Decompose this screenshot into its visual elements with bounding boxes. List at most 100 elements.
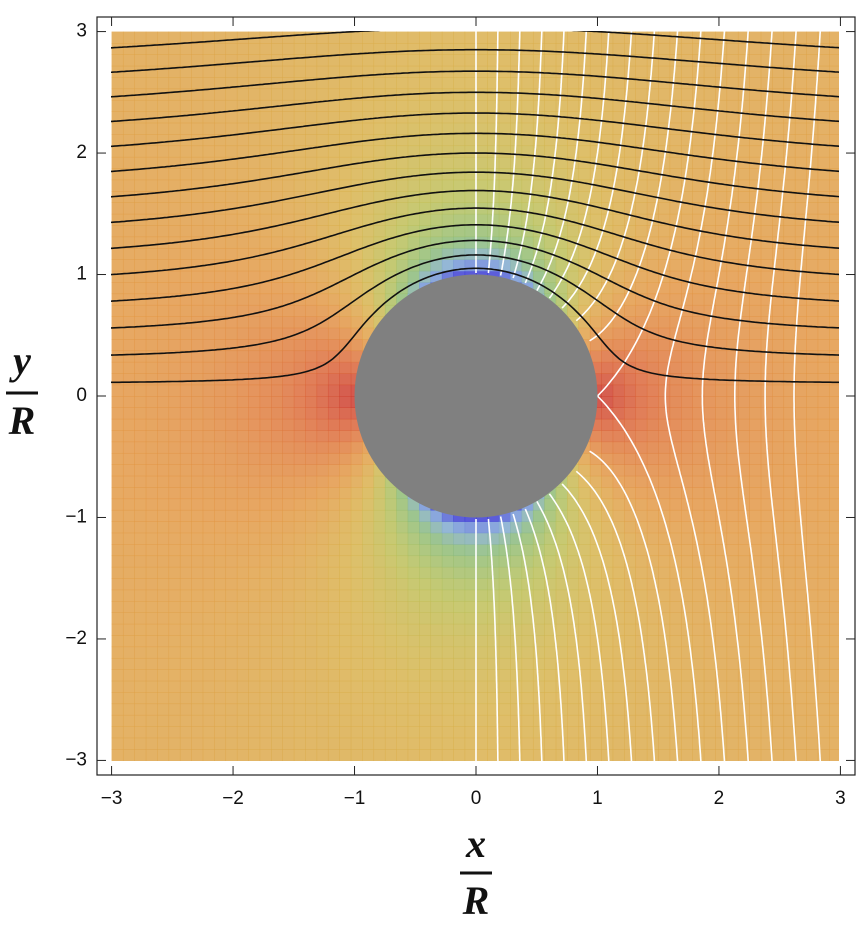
field-cell xyxy=(362,623,375,636)
field-cell xyxy=(339,54,352,67)
field-cell xyxy=(384,77,397,90)
field-cell xyxy=(464,692,477,705)
field-cell xyxy=(407,54,420,67)
field-cell xyxy=(145,316,158,329)
field-cell xyxy=(601,122,614,135)
field-cell xyxy=(225,236,238,249)
field-cell xyxy=(532,213,545,226)
field-cell xyxy=(384,692,397,705)
field-cell xyxy=(157,623,170,636)
field-cell xyxy=(225,88,238,101)
field-cell xyxy=(680,225,693,238)
field-cell xyxy=(772,259,785,272)
field-cell xyxy=(601,202,614,215)
field-cell xyxy=(282,42,295,55)
field-cell xyxy=(544,42,557,55)
field-cell xyxy=(122,202,135,215)
field-cell xyxy=(339,213,352,226)
field-cell xyxy=(441,555,454,568)
field-cell xyxy=(658,396,671,408)
field-cell xyxy=(168,282,181,295)
field-cell xyxy=(350,623,363,636)
field-cell xyxy=(624,692,637,705)
field-cell xyxy=(441,122,454,135)
field-cell xyxy=(612,726,625,739)
field-cell xyxy=(214,65,227,78)
field-cell xyxy=(703,202,716,215)
field-cell xyxy=(305,566,318,579)
field-cell xyxy=(271,669,284,682)
field-cell xyxy=(305,122,318,135)
field-cell xyxy=(601,657,614,670)
field-cell xyxy=(282,692,295,705)
field-cell xyxy=(612,384,625,397)
field-cell xyxy=(498,179,511,192)
field-cell xyxy=(794,65,807,78)
field-cell xyxy=(157,304,170,317)
field-cell xyxy=(476,236,488,249)
field-cell xyxy=(646,145,659,158)
field-cell xyxy=(236,202,249,215)
field-cell xyxy=(316,339,329,352)
field-cell xyxy=(703,475,716,488)
field-cell xyxy=(327,350,340,363)
field-cell xyxy=(806,600,819,613)
field-cell xyxy=(259,384,272,397)
field-cell xyxy=(567,65,580,78)
field-cell xyxy=(191,293,204,306)
field-cell xyxy=(692,600,705,613)
field-cell xyxy=(703,623,716,636)
field-cell xyxy=(271,555,284,568)
field-cell xyxy=(225,566,238,579)
field-cell xyxy=(305,361,318,374)
field-cell xyxy=(521,202,534,215)
field-cell xyxy=(806,749,819,761)
field-cell xyxy=(430,42,443,55)
field-cell xyxy=(122,441,135,454)
field-cell xyxy=(692,134,705,147)
field-cell xyxy=(168,521,181,534)
field-cell xyxy=(578,737,591,750)
field-cell xyxy=(817,646,830,659)
field-cell xyxy=(829,99,839,112)
field-cell xyxy=(829,396,839,408)
field-cell xyxy=(612,430,625,443)
field-cell xyxy=(612,703,625,716)
field-cell xyxy=(487,88,500,101)
field-cell xyxy=(783,270,796,283)
field-cell xyxy=(225,532,238,545)
field-cell xyxy=(658,532,671,545)
field-cell xyxy=(635,396,648,408)
field-cell xyxy=(692,156,705,169)
field-cell xyxy=(567,555,580,568)
field-cell xyxy=(122,749,135,761)
field-cell xyxy=(578,156,591,169)
field-cell xyxy=(316,145,329,158)
field-cell xyxy=(157,544,170,557)
field-cell xyxy=(624,407,637,420)
field-cell xyxy=(373,498,386,511)
field-cell xyxy=(817,452,830,465)
field-cell xyxy=(430,54,443,67)
potential-line xyxy=(561,31,633,761)
field-cell xyxy=(555,134,568,147)
field-cell xyxy=(362,521,375,534)
field-cell xyxy=(179,578,192,591)
field-cell xyxy=(680,384,693,397)
field-cell xyxy=(680,339,693,352)
field-cell xyxy=(658,407,671,420)
field-cell xyxy=(772,623,785,636)
field-cell xyxy=(179,350,192,363)
field-cell xyxy=(555,600,568,613)
field-cell xyxy=(259,521,272,534)
field-cell xyxy=(453,692,466,705)
field-cell xyxy=(282,714,295,727)
field-cell xyxy=(589,122,602,135)
field-cell xyxy=(487,532,500,545)
field-cell xyxy=(806,544,819,557)
field-cell xyxy=(293,578,306,591)
field-cell xyxy=(737,384,750,397)
field-cell xyxy=(578,487,591,500)
field-cell xyxy=(669,111,682,124)
field-cell xyxy=(259,282,272,295)
